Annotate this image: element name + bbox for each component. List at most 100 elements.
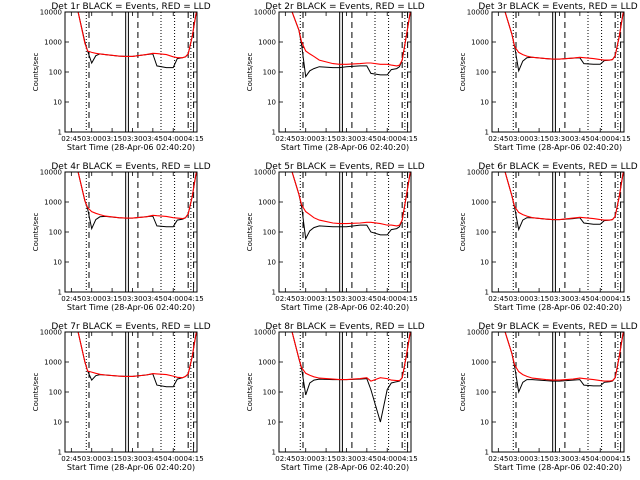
x-tick-label: 03:00: [296, 135, 316, 143]
y-tick-label: 1: [58, 289, 62, 297]
x-tick-label: 04:15: [398, 295, 418, 303]
panel-title: Det 2r BLACK = Events, RED = LLD: [265, 2, 424, 12]
x-tick-label: 03:00: [296, 455, 316, 463]
events-line: [279, 12, 411, 78]
x-tick-label: 03:15: [316, 455, 336, 463]
y-tick-label: 1: [485, 289, 489, 297]
y-axis-label: Counts/sec: [459, 53, 467, 92]
plot-frame: [64, 171, 198, 293]
x-tick-label: 03:45: [143, 295, 163, 303]
panel-title: Det 7r BLACK = Events, RED = LLD: [51, 322, 210, 332]
plot-frame: [278, 11, 412, 133]
y-tick-label: 10000: [254, 169, 276, 177]
y-tick-label: 10: [267, 99, 276, 107]
x-tick-label: 03:00: [509, 455, 529, 463]
x-tick-label: 04:15: [184, 455, 204, 463]
plot-frame: [491, 171, 625, 293]
y-axis-label: Counts/sec: [32, 213, 40, 252]
x-tick-label: 02:45: [275, 295, 295, 303]
x-tick-label: 03:30: [336, 455, 356, 463]
x-tick-label: 03:30: [549, 455, 569, 463]
x-axis-label: Start Time (28-Apr-06 02:40:20): [67, 143, 195, 152]
x-tick-label: 02:45: [61, 295, 81, 303]
panel-det-7: Det 7r BLACK = Events, RED = LLD 1 10 100 10…: [32, 322, 211, 472]
x-axis-label: Start Time (28-Apr-06 02:40:20): [67, 303, 195, 312]
x-tick-label: 03:15: [316, 295, 336, 303]
x-tick-label: 04:00: [590, 295, 610, 303]
x-tick-label: 02:45: [488, 455, 508, 463]
y-axis-label: Counts/sec: [246, 213, 254, 252]
x-axis-label: Start Time (28-Apr-06 02:40:20): [281, 463, 409, 472]
x-tick-label: 04:00: [590, 135, 610, 143]
y-tick-label: 1000: [44, 359, 62, 367]
panel-det-6: Det 6r BLACK = Events, RED = LLD 1 10 100 10…: [459, 162, 638, 312]
x-tick-label: 04:15: [611, 135, 631, 143]
x-tick-label: 03:15: [529, 455, 549, 463]
y-tick-label: 100: [49, 229, 62, 237]
x-tick-label: 03:45: [570, 135, 590, 143]
y-tick-label: 100: [476, 229, 489, 237]
y-tick-label: 10000: [467, 169, 489, 177]
y-tick-label: 10000: [467, 329, 489, 337]
lld-line: [65, 12, 197, 59]
x-tick-label: 03:00: [82, 455, 102, 463]
panel-det-3: Det 3r BLACK = Events, RED = LLD 1 10 100 10…: [459, 2, 638, 152]
plot-frame: [64, 11, 198, 133]
x-tick-label: 03:00: [509, 295, 529, 303]
y-tick-label: 1: [272, 449, 276, 457]
x-tick-label: 02:45: [275, 455, 295, 463]
y-axis-label: Counts/sec: [32, 373, 40, 412]
y-tick-label: 10: [480, 259, 489, 267]
x-tick-label: 03:30: [549, 295, 569, 303]
x-tick-label: 02:45: [275, 135, 295, 143]
y-tick-label: 100: [476, 69, 489, 77]
lld-line: [65, 332, 197, 379]
y-tick-label: 1: [272, 289, 276, 297]
x-axis-label: Start Time (28-Apr-06 02:40:20): [67, 463, 195, 472]
x-tick-label: 03:45: [357, 295, 377, 303]
x-tick-label: 02:45: [61, 135, 81, 143]
x-tick-label: 04:15: [398, 455, 418, 463]
lld-line: [492, 172, 624, 221]
panel-det-9: Det 9r BLACK = Events, RED = LLD 1 10 100 10…: [459, 322, 638, 472]
y-tick-label: 10000: [254, 329, 276, 337]
x-tick-label: 03:45: [143, 135, 163, 143]
y-tick-label: 10000: [467, 9, 489, 17]
plot-frame: [491, 11, 625, 133]
x-tick-label: 03:15: [102, 295, 122, 303]
x-tick-label: 03:00: [296, 295, 316, 303]
y-tick-label: 1000: [471, 39, 489, 47]
y-tick-label: 1000: [258, 359, 276, 367]
panel-title: Det 4r BLACK = Events, RED = LLD: [51, 162, 210, 172]
x-tick-label: 03:30: [336, 135, 356, 143]
y-tick-label: 10: [53, 419, 62, 427]
y-axis-label: Counts/sec: [246, 53, 254, 92]
x-axis-label: Start Time (28-Apr-06 02:40:20): [494, 463, 622, 472]
x-axis-label: Start Time (28-Apr-06 02:40:20): [494, 303, 622, 312]
panel-title: Det 5r BLACK = Events, RED = LLD: [265, 162, 424, 172]
y-tick-label: 1: [272, 129, 276, 137]
y-tick-label: 1000: [471, 359, 489, 367]
plot-frame: [278, 331, 412, 453]
y-axis-label: Counts/sec: [459, 213, 467, 252]
x-tick-label: 03:30: [122, 295, 142, 303]
x-tick-label: 04:00: [163, 135, 183, 143]
y-tick-label: 1: [58, 129, 62, 137]
y-tick-label: 100: [263, 229, 276, 237]
y-axis-label: Counts/sec: [246, 373, 254, 412]
panel-title: Det 9r BLACK = Events, RED = LLD: [478, 322, 637, 332]
x-tick-label: 03:45: [357, 455, 377, 463]
x-tick-label: 03:00: [82, 135, 102, 143]
x-tick-label: 04:15: [398, 135, 418, 143]
panel-title: Det 3r BLACK = Events, RED = LLD: [478, 2, 637, 12]
panel-det-1: Det 1r BLACK = Events, RED = LLD 1 10 100 10…: [32, 2, 211, 152]
y-tick-label: 1: [58, 449, 62, 457]
y-tick-label: 100: [476, 389, 489, 397]
x-tick-label: 03:00: [82, 295, 102, 303]
y-tick-label: 100: [263, 69, 276, 77]
lld-line: [279, 332, 411, 382]
x-tick-label: 04:00: [377, 455, 397, 463]
x-tick-label: 03:15: [529, 135, 549, 143]
x-tick-label: 03:15: [529, 295, 549, 303]
